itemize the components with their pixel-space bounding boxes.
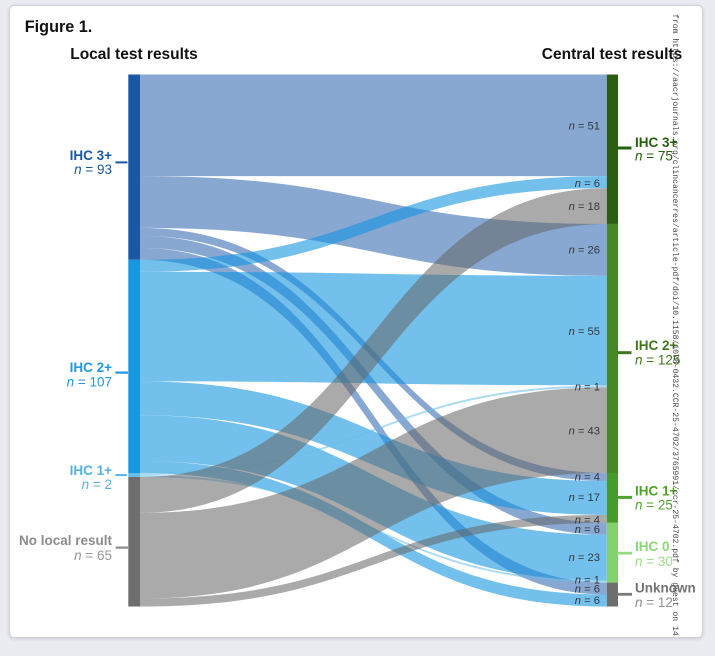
svg-text:IHC 3+: IHC 3+: [70, 148, 113, 163]
svg-text:n = 1: n = 1: [575, 575, 600, 587]
svg-text:IHC 2+: IHC 2+: [70, 360, 113, 375]
svg-text:n = 75: n = 75: [635, 148, 673, 163]
svg-text:n = 55: n = 55: [569, 326, 600, 338]
svg-text:IHC 1+: IHC 1+: [70, 463, 113, 478]
svg-text:No local result: No local result: [19, 533, 113, 548]
svg-text:n = 6: n = 6: [575, 524, 600, 536]
svg-text:Unknown: Unknown: [635, 581, 696, 596]
svg-text:n = 17: n = 17: [569, 492, 600, 504]
svg-text:n = 6: n = 6: [575, 583, 600, 595]
svg-text:n = 51: n = 51: [569, 120, 600, 132]
svg-text:n = 2: n = 2: [82, 477, 112, 492]
svg-text:IHC 0: IHC 0: [635, 539, 670, 554]
svg-text:n = 4: n = 4: [575, 472, 600, 484]
svg-text:IHC 2+: IHC 2+: [635, 338, 678, 353]
svg-text:n = 12: n = 12: [635, 595, 673, 610]
svg-text:n = 1: n = 1: [575, 381, 600, 393]
svg-text:n = 93: n = 93: [74, 162, 112, 177]
svg-text:IHC 3+: IHC 3+: [635, 135, 678, 150]
svg-text:n = 26: n = 26: [569, 244, 600, 256]
svg-text:Figure 1.: Figure 1.: [25, 18, 92, 36]
svg-text:Local test results: Local test results: [70, 46, 198, 63]
svg-text:n = 6: n = 6: [575, 178, 600, 190]
svg-text:n = 43: n = 43: [569, 425, 600, 437]
svg-text:n = 6: n = 6: [575, 595, 600, 607]
svg-text:IHC 1+: IHC 1+: [635, 483, 678, 498]
svg-text:from https://aacrjournals.org/: from https://aacrjournals.org/clincancer…: [670, 14, 679, 656]
svg-text:n = 25: n = 25: [635, 498, 673, 513]
svg-text:n = 65: n = 65: [74, 548, 112, 563]
svg-text:n = 23: n = 23: [569, 552, 600, 564]
svg-text:n = 4: n = 4: [575, 514, 600, 526]
svg-text:n = 30: n = 30: [635, 554, 673, 569]
svg-text:n = 18: n = 18: [569, 201, 600, 213]
svg-text:n = 125: n = 125: [635, 352, 680, 367]
svg-text:Central test results: Central test results: [542, 46, 682, 63]
svg-text:n = 107: n = 107: [67, 375, 112, 390]
